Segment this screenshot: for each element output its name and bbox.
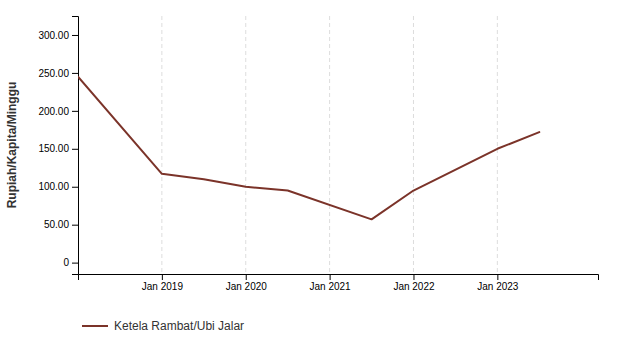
grid-line-x (161, 16, 162, 274)
y-tick: 50.00 (44, 219, 78, 230)
marks (78, 77, 539, 220)
y-tick-label: 100.00 (38, 181, 69, 192)
y-axis-line (72, 17, 79, 275)
y-tick: 0 (63, 257, 78, 268)
y-tick-mark (72, 149, 78, 150)
grid-line-x (245, 16, 246, 274)
y-tick-label: 0 (63, 257, 69, 268)
y-tick-label: 50.00 (44, 219, 69, 230)
plot-area: Jan 2019 Jan 2020 Jan 2021 Jan 2022 Jan 2023… (5, 16, 599, 292)
grid (162, 16, 497, 274)
grid-line-x (497, 16, 498, 274)
x-tick-label: Jan 2023 (477, 281, 519, 292)
line (78, 77, 539, 220)
grid-line-x (413, 16, 414, 274)
y-tick-mark (72, 225, 78, 226)
grid-line-x (329, 16, 330, 274)
y-tick-label: 250.00 (38, 68, 69, 79)
y-tick-mark (72, 111, 78, 112)
x-axis: Jan 2019 Jan 2020 Jan 2021 Jan 2022 Jan 2023 (79, 274, 599, 292)
x-tick-mark (162, 274, 163, 280)
y-tick: 100.00 (38, 181, 78, 192)
y-tick: 300.00 (38, 30, 78, 41)
x-tick-mark (246, 274, 247, 280)
x-tick: Jan 2020 (226, 274, 268, 292)
y-axis: 0 50.00 100.00 150.00 200.00 250.00 300.00 (38, 17, 78, 275)
chart-svg: Jan 2019 Jan 2020 Jan 2021 Jan 2022 Jan 2023… (0, 0, 620, 348)
x-tick-label: Jan 2020 (226, 281, 268, 292)
x-tick-mark (497, 274, 498, 280)
y-tick-label: 200.00 (38, 106, 69, 117)
y-tick-mark (72, 263, 78, 264)
y-tick-label: 300.00 (38, 30, 69, 41)
x-tick: Jan 2019 (142, 274, 184, 292)
chart-container: Jan 2019 Jan 2020 Jan 2021 Jan 2022 Jan 2023… (0, 0, 620, 348)
legend: Ketela Rambat/Ubi Jalar (82, 319, 244, 333)
x-tick-label: Jan 2022 (393, 281, 435, 292)
y-tick-mark (72, 187, 78, 188)
legend-item: Ketela Rambat/Ubi Jalar (82, 319, 244, 333)
y-axis-title: Rupiah/Kapita/Minggu (5, 82, 19, 209)
y-tick-mark (72, 35, 78, 36)
x-tick-label: Jan 2019 (142, 281, 184, 292)
legend-label: Ketela Rambat/Ubi Jalar (114, 319, 244, 333)
x-tick-label: Jan 2021 (310, 281, 352, 292)
y-tick: 200.00 (38, 106, 78, 117)
x-tick: Jan 2021 (310, 274, 352, 292)
x-axis-line (79, 275, 599, 281)
x-tick-mark (330, 274, 331, 280)
y-tick-mark (72, 73, 78, 74)
legend-swatch (82, 325, 108, 327)
y-tick-label: 150.00 (38, 143, 69, 154)
y-tick: 150.00 (38, 143, 78, 154)
x-tick: Jan 2023 (477, 274, 519, 292)
y-tick: 250.00 (38, 68, 78, 79)
x-tick: Jan 2022 (393, 274, 435, 292)
x-tick-mark (413, 274, 414, 280)
